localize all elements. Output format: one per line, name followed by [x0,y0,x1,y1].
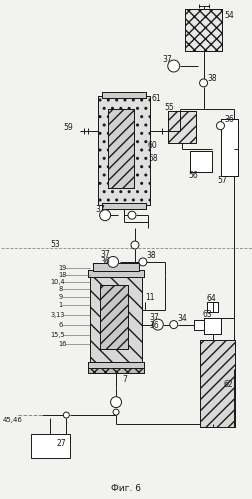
Text: 7: 7 [121,375,127,384]
Text: 36: 36 [224,115,233,124]
Text: 58: 58 [147,154,157,163]
Bar [100,285,128,349]
Text: 3,13: 3,13 [50,312,65,318]
Bar [90,275,141,364]
Bar [98,96,149,205]
Bar [203,318,220,333]
Circle shape [216,122,224,130]
Text: 10,4: 10,4 [50,279,65,285]
Bar [184,9,222,51]
Text: 62: 62 [223,380,232,389]
Text: 64: 64 [206,294,215,303]
Text: 37: 37 [149,313,159,322]
Bar [30,434,70,458]
Bar [220,119,237,177]
Circle shape [152,319,163,330]
Bar [100,285,128,349]
Circle shape [199,79,207,87]
Text: 34: 34 [177,314,187,323]
Circle shape [113,409,119,415]
Text: 59: 59 [63,123,73,132]
Text: 11: 11 [144,293,154,302]
Circle shape [131,241,138,249]
Text: 37: 37 [100,250,109,259]
Circle shape [63,412,69,418]
Bar [167,111,195,143]
Text: 53: 53 [50,240,60,249]
Bar [93,263,138,271]
Bar [199,339,234,427]
Bar [102,203,145,209]
Bar [193,320,207,329]
Text: 9: 9 [58,294,62,300]
Bar [108,109,133,188]
Bar [90,275,141,364]
Bar [167,111,195,143]
Text: 57: 57 [217,176,226,185]
Bar [88,362,143,370]
Text: Фиг. 6: Фиг. 6 [111,484,140,493]
Text: 36: 36 [149,321,159,330]
Bar [88,362,143,370]
Bar [102,203,145,209]
Circle shape [107,256,118,267]
Bar [199,339,234,427]
Bar [189,151,211,173]
Bar [203,318,220,333]
Circle shape [169,320,177,328]
Bar [88,270,143,277]
Bar [102,92,145,98]
Circle shape [99,210,110,221]
Text: 19: 19 [58,265,66,271]
Text: 15,5: 15,5 [50,331,65,337]
Circle shape [138,258,146,266]
Text: 55: 55 [164,103,174,112]
Circle shape [167,60,179,72]
Bar [206,302,218,312]
Bar [189,151,211,173]
Bar [108,109,133,188]
Text: 1: 1 [58,302,62,308]
Bar [220,119,237,177]
Text: 56: 56 [188,171,198,180]
Text: 38: 38 [146,251,156,260]
Bar [102,92,145,98]
Circle shape [110,397,121,408]
Text: 8: 8 [58,286,62,292]
Text: 63: 63 [202,310,211,319]
Text: 61: 61 [151,94,161,103]
Text: 45,46: 45,46 [3,417,22,423]
Text: 18: 18 [58,272,67,278]
Text: 54: 54 [224,11,233,20]
Bar [206,302,218,312]
Bar [88,368,143,373]
Bar [184,9,222,51]
Text: 38: 38 [207,74,216,83]
Text: 37: 37 [95,205,105,214]
Text: 16: 16 [58,341,67,347]
Bar [93,263,138,271]
Bar [88,270,143,277]
Circle shape [128,211,135,219]
Text: 27: 27 [56,440,66,449]
Text: 36: 36 [100,257,109,266]
Text: 37: 37 [162,54,172,63]
Bar [88,368,143,373]
Text: 60: 60 [147,141,157,150]
Text: 6: 6 [58,321,62,327]
Bar [98,96,149,205]
